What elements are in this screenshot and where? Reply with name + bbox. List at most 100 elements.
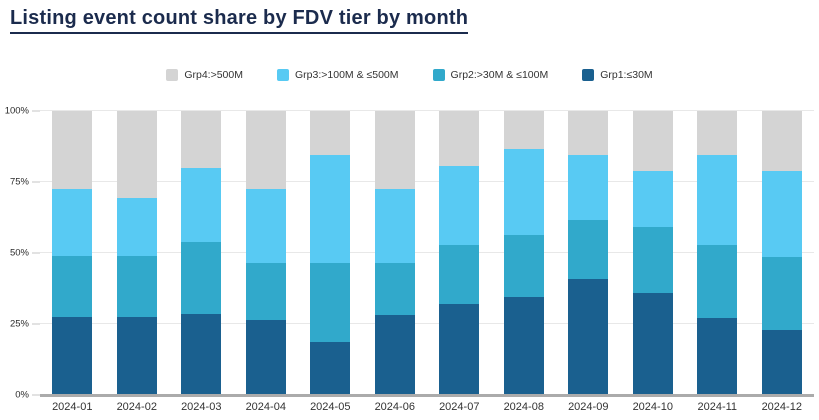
bar-segment-grp3 <box>374 189 415 263</box>
bar-segment-grp3 <box>761 170 802 258</box>
bar-segment-grp1 <box>310 342 351 395</box>
bar-segment-grp1 <box>52 316 93 395</box>
bar-segment-grp3 <box>52 189 93 256</box>
bar-segment-grp2 <box>52 255 93 317</box>
bar-slot-2024-07 <box>427 111 492 395</box>
legend-item-grp2[interactable]: Grp2:>30M & ≤100M <box>432 69 549 81</box>
stacked-bar-2024-04 <box>245 111 286 395</box>
bar-segment-grp3 <box>632 170 673 228</box>
x-axis-label-2024-05: 2024-05 <box>310 401 351 413</box>
legend-label: Grp2:>30M & ≤100M <box>450 69 549 81</box>
stacked-bar-2024-10 <box>632 111 673 395</box>
bar-segment-grp1 <box>116 316 157 395</box>
bar-slot-2024-01 <box>40 111 105 395</box>
bar-segment-grp4 <box>761 111 802 171</box>
x-axis-label-2024-09: 2024-09 <box>568 401 609 413</box>
x-axis-label-2024-12: 2024-12 <box>761 401 802 413</box>
bar-segment-grp2 <box>568 220 609 279</box>
legend-item-grp1[interactable]: Grp1:≤30M <box>582 69 653 81</box>
y-tick-label: 25% <box>9 318 29 330</box>
bar-segment-grp2 <box>632 227 673 293</box>
bar-slot-2024-10 <box>621 111 686 395</box>
x-axis-label-2024-04: 2024-04 <box>245 401 286 413</box>
bar-slot-2024-02 <box>105 111 170 395</box>
bar-segment-grp4 <box>116 111 157 198</box>
stacked-bar-2024-12 <box>761 111 802 395</box>
stacked-bar-chart: 0% 25% 50% 75% 100% 2024-01 2024-02 2024-03 202… <box>5 106 815 413</box>
y-tick-mark <box>32 181 40 183</box>
bar-slot-2024-04 <box>234 111 299 395</box>
legend-swatch-icon <box>166 69 179 81</box>
bar-segment-grp2 <box>374 262 415 316</box>
legend-swatch-icon <box>582 69 595 81</box>
bar-segment-grp4 <box>632 111 673 171</box>
y-tick-mark <box>32 394 40 396</box>
y-tick-mark <box>32 323 40 325</box>
legend-label: Grp4:>500M <box>184 69 243 81</box>
y-tick-75: 75% <box>10 177 40 188</box>
bar-segment-grp3 <box>310 155 351 263</box>
stacked-bar-2024-05 <box>310 111 351 395</box>
bar-slot-2024-11 <box>685 111 750 395</box>
plot-area <box>40 110 815 397</box>
x-axis-label-2024-11: 2024-11 <box>697 401 738 413</box>
bar-segment-grp4 <box>52 111 93 190</box>
legend-item-grp4[interactable]: Grp4:>500M <box>166 69 243 81</box>
bar-segment-grp2 <box>761 257 802 330</box>
bar-segment-grp3 <box>697 155 738 245</box>
bar-slot-2024-05 <box>298 111 363 395</box>
bar-segment-grp3 <box>568 155 609 221</box>
gridline-100 <box>40 110 814 111</box>
bar-slot-2024-08 <box>492 111 557 395</box>
bar-segment-grp1 <box>374 315 415 395</box>
bar-segment-grp3 <box>245 189 286 263</box>
legend-label: Grp1:≤30M <box>600 69 653 81</box>
stacked-bar-2024-08 <box>503 111 544 395</box>
bar-segment-grp2 <box>503 234 544 298</box>
legend-item-grp3[interactable]: Grp3:>100M & ≤500M <box>277 69 399 81</box>
y-tick-label: 75% <box>9 176 29 188</box>
y-tick-label: 50% <box>9 247 29 259</box>
y-tick-label: 100% <box>4 105 29 117</box>
bar-segment-grp3 <box>181 167 222 242</box>
bar-slot-2024-12 <box>750 111 815 395</box>
y-tick-0: 0% <box>15 390 40 401</box>
x-axis-line <box>40 394 814 397</box>
gridline-25 <box>40 323 814 324</box>
bar-segment-grp4 <box>245 111 286 190</box>
bar-segment-grp2 <box>245 262 286 320</box>
legend-swatch-icon <box>277 69 289 81</box>
bar-segment-grp4 <box>310 111 351 156</box>
y-tick-mark <box>32 110 40 112</box>
bar-segment-grp3 <box>503 149 544 235</box>
y-tick-25: 25% <box>10 319 40 330</box>
bar-segment-grp4 <box>568 111 609 156</box>
bar-segment-grp1 <box>697 318 738 395</box>
stacked-bar-2024-06 <box>374 111 415 395</box>
bar-segment-grp2 <box>439 244 480 305</box>
bar-segment-grp2 <box>697 244 738 319</box>
x-axis-labels: 2024-01 2024-02 2024-03 2024-04 2024-05 2024-… <box>40 395 814 413</box>
stacked-bar-2024-01 <box>52 111 93 395</box>
x-axis-label-2024-08: 2024-08 <box>503 401 544 413</box>
x-axis-label-2024-10: 2024-10 <box>632 401 673 413</box>
stacked-bar-2024-09 <box>568 111 609 395</box>
y-tick-100: 100% <box>5 106 40 117</box>
bar-segment-grp1 <box>439 304 480 395</box>
stacked-bar-2024-03 <box>181 111 222 395</box>
bar-slot-2024-03 <box>169 111 234 395</box>
gridline-75 <box>40 181 814 182</box>
bar-segment-grp3 <box>116 197 157 256</box>
bar-segment-grp2 <box>310 262 351 343</box>
bar-segment-grp4 <box>181 111 222 168</box>
page-title: Listing event count share by FDV tier by… <box>10 7 469 34</box>
x-axis-label-2024-03: 2024-03 <box>181 401 222 413</box>
bar-segment-grp2 <box>181 241 222 315</box>
bar-segment-grp1 <box>245 319 286 395</box>
bar-segment-grp1 <box>181 314 222 395</box>
chart-legend: Grp4:>500M Grp3:>100M & ≤500M Grp2:>30M & … <box>0 69 819 81</box>
x-axis-label-2024-07: 2024-07 <box>439 401 480 413</box>
y-tick-mark <box>32 252 40 254</box>
bar-segment-grp1 <box>761 329 802 395</box>
bar-segment-grp4 <box>697 111 738 156</box>
